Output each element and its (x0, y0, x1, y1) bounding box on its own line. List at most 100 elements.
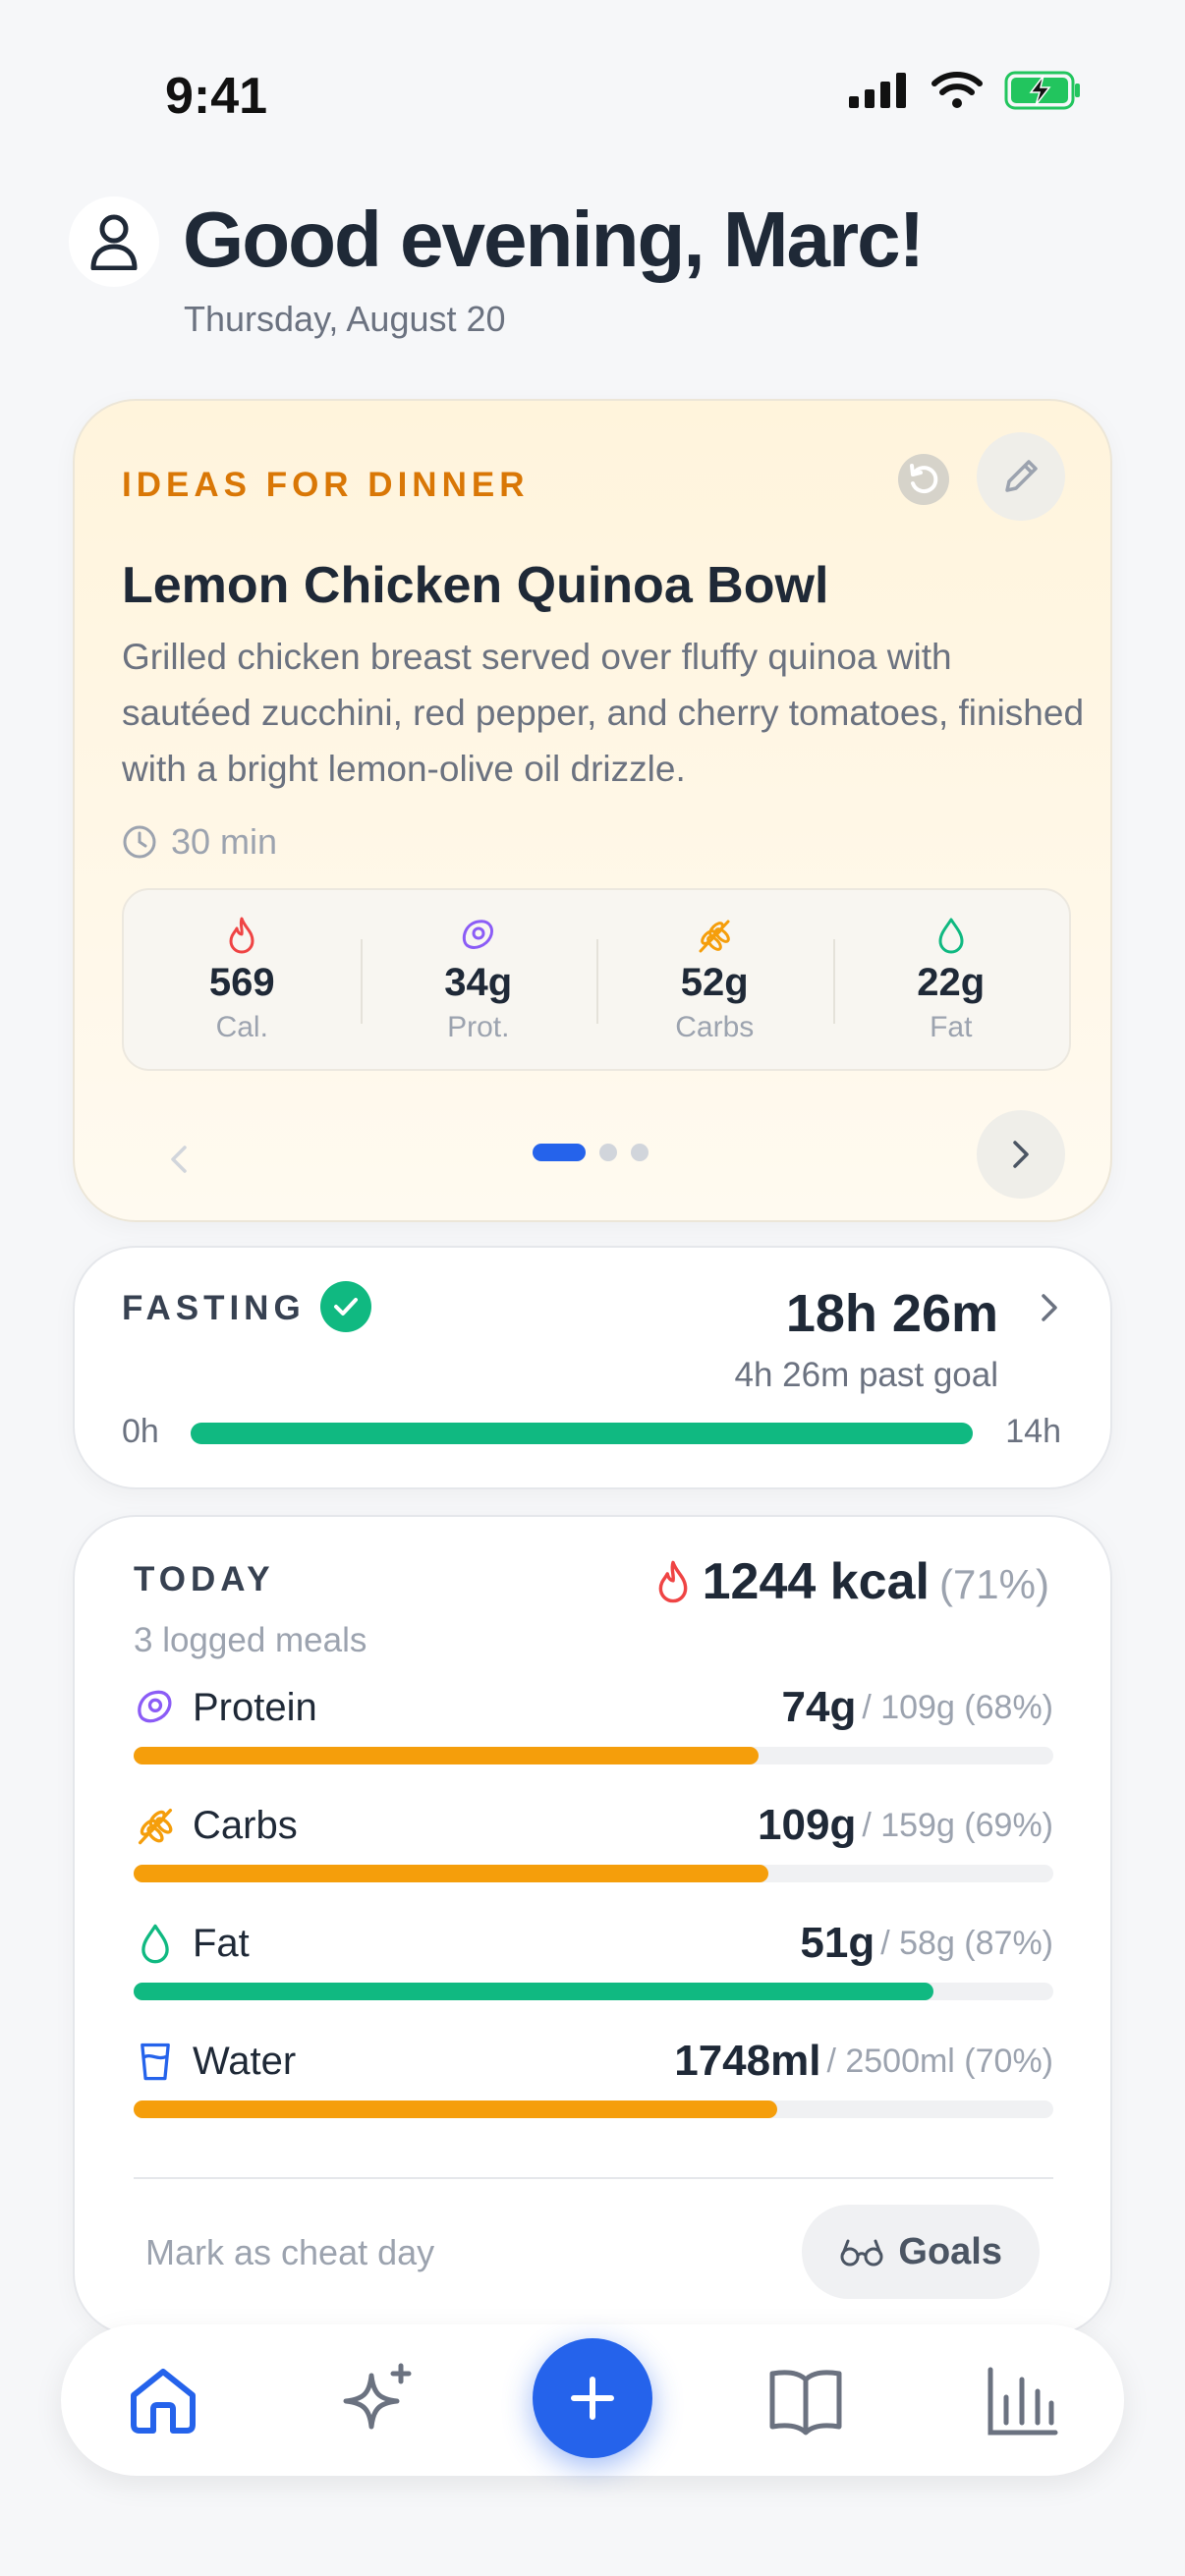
recipe-description: Grilled chicken breast served over fluff… (122, 637, 1085, 789)
date-label: Thursday, August 20 (184, 299, 506, 339)
clock-icon (123, 825, 156, 859)
nutrient-row-carbs[interactable]: Carbs 109g / 159g (69%) (134, 1796, 1053, 1882)
glass-icon (141, 2043, 170, 2081)
logged-meals-count[interactable]: 3 logged meals (134, 1621, 367, 1659)
fasting-card[interactable]: FASTING 18h 26m 4h 26m past goal 0h 14h (73, 1246, 1112, 1489)
drop-icon (141, 1924, 169, 1964)
flame-icon (658, 1560, 687, 1603)
signal-icon (849, 73, 906, 108)
book-icon (769, 2370, 842, 2436)
checkmark-icon (320, 1281, 371, 1332)
home-icon (131, 2369, 196, 2434)
pagination-dot[interactable] (631, 1144, 649, 1161)
macro-label: Carbs (675, 1010, 755, 1043)
status-time: 9:41 (165, 68, 268, 125)
calorie-percent: (71%) (938, 1561, 1049, 1607)
goals-button[interactable]: Goals (802, 2205, 1040, 2299)
pagination-dots (533, 1144, 649, 1161)
macro-label: Fat (930, 1010, 973, 1043)
fasting-progress-fill (191, 1423, 973, 1444)
page-title: Good evening, Marc! (183, 196, 925, 283)
next-button[interactable] (977, 1110, 1065, 1199)
nav-ai[interactable] (336, 2360, 419, 2442)
bottom-nav (61, 2324, 1124, 2476)
nutrient-name: Water (193, 2039, 297, 2083)
pagination-dot-active[interactable] (533, 1144, 586, 1161)
nutrient-progress-bar (134, 1747, 1053, 1764)
nutrient-value: 1748ml (674, 2037, 821, 2085)
calorie-value: 1244 kcal (702, 1553, 930, 1610)
recipe-title[interactable]: Lemon Chicken Quinoa Bowl (122, 557, 829, 614)
status-icons (849, 71, 1083, 110)
wifi-icon (931, 72, 983, 108)
battery-charging-icon (1004, 71, 1080, 110)
nutrient-goal: / 109g (68%) (862, 1688, 1053, 1726)
nav-stats[interactable] (981, 2360, 1063, 2442)
add-button[interactable] (533, 2338, 652, 2458)
nutrient-progress-fill (134, 1983, 934, 2000)
nutrient-row-water[interactable]: Water 1748ml / 2500ml (70%) (134, 2032, 1053, 2118)
nutrient-progress-fill (134, 1747, 760, 1764)
sparkle-icon (343, 2363, 412, 2430)
chevron-right-icon (1013, 1141, 1029, 1168)
nav-recipes[interactable] (764, 2360, 847, 2442)
cheat-day-link[interactable]: Mark as cheat day (145, 2232, 435, 2272)
chart-icon (988, 2367, 1058, 2436)
refresh-button[interactable] (894, 450, 953, 509)
nutrient-row-fat[interactable]: Fat 51g / 58g (87%) (134, 1914, 1053, 2000)
macro-value: 569 (208, 960, 275, 1004)
macro-calories: 569 Cal. (124, 890, 361, 1069)
fasting-end-label: 14h (1005, 1413, 1061, 1450)
dinner-ideas-card[interactable]: IDEAS FOR DINNER Lemon Chicken Quinoa Bo… (73, 399, 1112, 1222)
pagination-dot[interactable] (599, 1144, 617, 1161)
fasting-progress-bar (191, 1423, 973, 1444)
refresh-icon (898, 454, 949, 505)
recipe-time-label: 30 min (171, 821, 278, 862)
add-icon (571, 2377, 614, 2420)
wheat-icon (699, 920, 731, 952)
pencil-icon (1005, 460, 1038, 492)
nutrient-progress-bar (134, 1865, 1053, 1882)
macro-value: 22g (917, 960, 986, 1004)
wheat-icon (138, 1808, 173, 1845)
nutrient-value: 51g (800, 1919, 875, 1967)
nutrient-progress-bar (134, 1983, 1053, 2000)
nutrient-row-protein[interactable]: Protein 74g / 109g (68%) (134, 1678, 1053, 1764)
today-label: TODAY (134, 1560, 275, 1598)
nutrient-goal: / 2500ml (70%) (826, 2042, 1053, 2080)
macro-fat: 22g Fat (832, 890, 1070, 1069)
fasting-elapsed: 18h 26m (785, 1284, 998, 1343)
previous-button[interactable] (149, 1130, 208, 1189)
nutrient-name: Carbs (193, 1803, 298, 1847)
goals-label: Goals (898, 2230, 1002, 2272)
nutrient-value: 74g (781, 1683, 857, 1731)
dinner-section-label: IDEAS FOR DINNER (122, 466, 530, 504)
drop-icon (938, 918, 964, 953)
calorie-summary: 1244 kcal (71%) (653, 1552, 1049, 1611)
fasting-start-label: 0h (122, 1413, 159, 1450)
avatar[interactable] (69, 196, 159, 287)
recipe-macros: 569 Cal. 34g Prot. 52g Carbs (122, 888, 1071, 1071)
macro-label: Cal. (215, 1010, 268, 1043)
macro-label: Prot. (447, 1010, 510, 1043)
user-icon (90, 214, 138, 270)
nutrient-progress-bar (134, 2100, 1053, 2118)
chevron-left-icon (171, 1146, 187, 1173)
macro-value: 52g (680, 960, 749, 1004)
chevron-right-icon[interactable] (1038, 1291, 1061, 1329)
edit-button[interactable] (977, 432, 1065, 521)
glasses-icon (840, 2239, 883, 2267)
meat-icon (138, 1690, 172, 1723)
today-card: TODAY 3 logged meals 1244 kcal (71%) Pro… (73, 1515, 1112, 2336)
fasting-subtitle: 4h 26m past goal (734, 1356, 998, 1394)
nutrient-name: Fat (193, 1921, 250, 1965)
nutrient-name: Protein (193, 1685, 317, 1729)
nav-home[interactable] (122, 2360, 204, 2442)
nutrient-progress-fill (134, 1865, 768, 1882)
nutrient-goal: / 159g (69%) (862, 1806, 1053, 1844)
macro-value: 34g (444, 960, 513, 1004)
macro-protein: 34g Prot. (360, 890, 597, 1069)
nutrient-value: 109g (758, 1801, 857, 1849)
divider (134, 2177, 1053, 2179)
nutrient-goal: / 58g (87%) (880, 1924, 1053, 1962)
